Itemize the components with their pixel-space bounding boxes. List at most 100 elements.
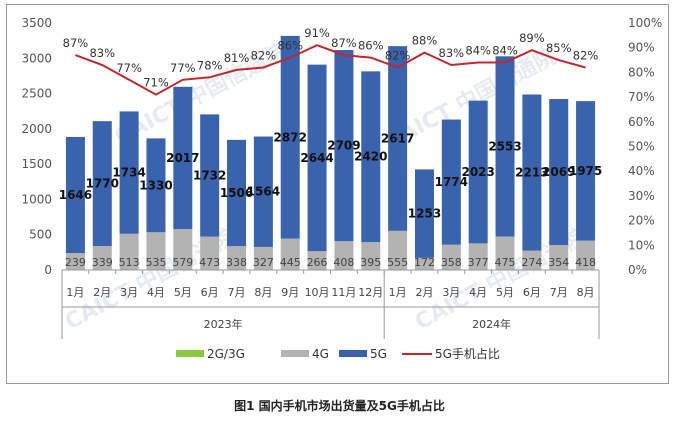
data-label-5g: 1975 [569,164,602,178]
bar-4g [576,240,596,270]
bar-5g [227,139,247,247]
data-label-share: 87% [63,36,89,50]
bar-4g [92,246,112,270]
x-tick-label: 4月 [469,286,487,299]
data-label-5g: 2644 [300,151,333,165]
legend-swatch [281,350,309,357]
bar-4g [495,236,515,270]
y2-tick-label: 80% [628,65,655,79]
data-label-4g: 266 [307,256,328,269]
data-label-share: 77% [116,61,142,75]
bar-4g [173,229,193,270]
data-label-share: 91% [304,26,330,40]
legend-swatch [176,350,204,357]
data-label-5g: 1734 [112,166,145,180]
data-label-share: 82% [385,48,411,62]
bar-4g [334,241,354,270]
bar-5g [280,35,300,239]
data-label-5g: 2069 [542,165,575,179]
data-label-share: 83% [89,46,115,60]
bar-5g [414,169,434,258]
bar-5g [92,121,112,247]
x-tick-label: 1月 [389,286,407,299]
bar-4g [361,242,381,270]
legend-swatch [339,350,367,357]
data-label-5g: 2017 [166,151,199,165]
data-label-share: 88% [412,34,438,48]
data-label-share: 77% [170,61,196,75]
data-label-share: 83% [439,46,465,60]
data-label-5g: 1774 [435,175,468,189]
data-label-5g: 1330 [139,178,172,192]
bar-5g [334,50,354,242]
y2-tick-label: 10% [628,238,655,252]
bar-4g [522,250,542,270]
x-tick-label: 2月 [93,286,111,299]
data-label-share: 82% [573,48,599,62]
figure-caption: 图1 国内手机市场出货量及5G手机占比 [234,399,445,413]
bar-5g [200,114,220,237]
y-tick-label: 3000 [21,51,52,65]
y2-tick-label: 100% [628,16,662,30]
data-label-5g: 1770 [86,177,119,191]
data-label-5g: 2420 [354,150,387,164]
data-label-share: 82% [251,48,277,62]
x-tick-label: 7月 [550,286,568,299]
bar-5g [253,136,273,247]
bar-5g [173,86,193,230]
data-label-4g: 339 [92,256,113,269]
bar-4g [441,244,461,270]
data-label-5g: 2213 [515,166,548,180]
data-label-4g: 377 [468,256,489,269]
bar-4g [468,243,488,270]
x-tick-label: 8月 [577,286,595,299]
data-label-share: 86% [358,39,384,53]
y2-tick-label: 70% [628,90,655,104]
x-tick-label: 3月 [120,286,138,299]
data-label-4g: 358 [441,256,462,269]
x-tick-label: 7月 [228,286,246,299]
y2-tick-label: 0% [628,263,647,277]
data-label-4g: 473 [199,256,220,269]
share-5g-line [75,44,586,96]
data-label-4g: 239 [65,256,86,269]
data-label-4g: 395 [360,256,381,269]
legend-label: 4G [312,347,329,361]
legend-label: 2G/3G [207,347,245,361]
y2-tick-label: 50% [628,140,655,154]
data-label-4g: 418 [575,256,596,269]
bar-4g [280,238,300,270]
data-label-5g: 2709 [327,139,360,153]
y2-tick-label: 20% [628,214,655,228]
y-tick-label: 2500 [21,87,52,101]
y2-tick-label: 60% [628,115,655,129]
data-label-share: 89% [519,31,545,45]
y-tick-label: 3500 [21,16,52,30]
bar-5g [549,99,569,246]
data-label-4g: 338 [226,256,247,269]
data-label-4g: 327 [253,256,274,269]
data-label-4g: 513 [119,256,140,269]
x-tick-label: 11月 [331,286,356,299]
x-tick-label: 1月 [66,286,84,299]
x-tick-label: 3月 [442,286,460,299]
bar-5g [146,138,166,233]
data-label-4g: 445 [280,256,301,269]
x-tick-label: 4月 [147,286,165,299]
bar-4g [307,251,327,270]
legend-label: 5G手机占比 [435,346,500,361]
data-label-share: 71% [143,76,169,90]
bar-4g [200,236,220,270]
data-label-4g: 475 [495,256,516,269]
bar-5g [522,94,542,251]
data-label-4g: 579 [172,256,193,269]
x-tick-label: 5月 [174,286,192,299]
data-label-4g: 172 [414,256,435,269]
bar-5g [119,111,139,234]
data-label-5g: 2872 [274,130,307,144]
data-label-5g: 2023 [461,165,494,179]
data-label-5g: 1564 [247,185,280,199]
bar-4g [227,246,247,270]
data-label-share: 85% [546,41,572,55]
